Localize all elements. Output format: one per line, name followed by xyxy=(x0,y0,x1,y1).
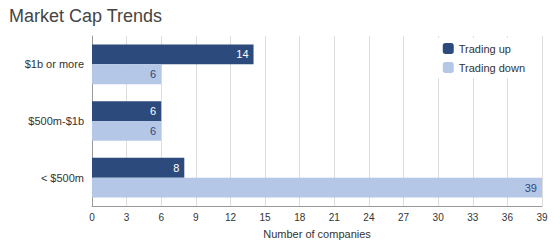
svg-text:30: 30 xyxy=(433,212,445,223)
svg-text:6: 6 xyxy=(150,105,156,117)
svg-text:6: 6 xyxy=(158,212,164,223)
svg-text:3: 3 xyxy=(124,212,130,223)
svg-text:39: 39 xyxy=(525,182,537,194)
svg-text:14: 14 xyxy=(236,48,248,60)
svg-text:Trading down: Trading down xyxy=(459,62,525,74)
svg-text:24: 24 xyxy=(363,212,375,223)
svg-text:Trading up: Trading up xyxy=(459,43,511,55)
svg-text:27: 27 xyxy=(398,212,410,223)
svg-text:15: 15 xyxy=(260,212,272,223)
svg-text:< $500m: < $500m xyxy=(41,172,84,184)
svg-text:6: 6 xyxy=(150,68,156,80)
svg-text:$1b or more: $1b or more xyxy=(25,58,84,70)
svg-text:39: 39 xyxy=(536,212,548,223)
svg-text:6: 6 xyxy=(150,125,156,137)
svg-text:8: 8 xyxy=(173,162,179,174)
svg-text:18: 18 xyxy=(294,212,306,223)
svg-text:9: 9 xyxy=(193,212,199,223)
svg-text:0: 0 xyxy=(89,212,95,223)
svg-text:Number of companies: Number of companies xyxy=(263,228,371,240)
svg-text:Market Cap Trends: Market Cap Trends xyxy=(9,6,162,26)
svg-text:$500m-$1b: $500m-$1b xyxy=(28,115,84,127)
svg-text:36: 36 xyxy=(502,212,514,223)
svg-text:12: 12 xyxy=(225,212,237,223)
svg-text:21: 21 xyxy=(329,212,341,223)
svg-text:33: 33 xyxy=(467,212,479,223)
